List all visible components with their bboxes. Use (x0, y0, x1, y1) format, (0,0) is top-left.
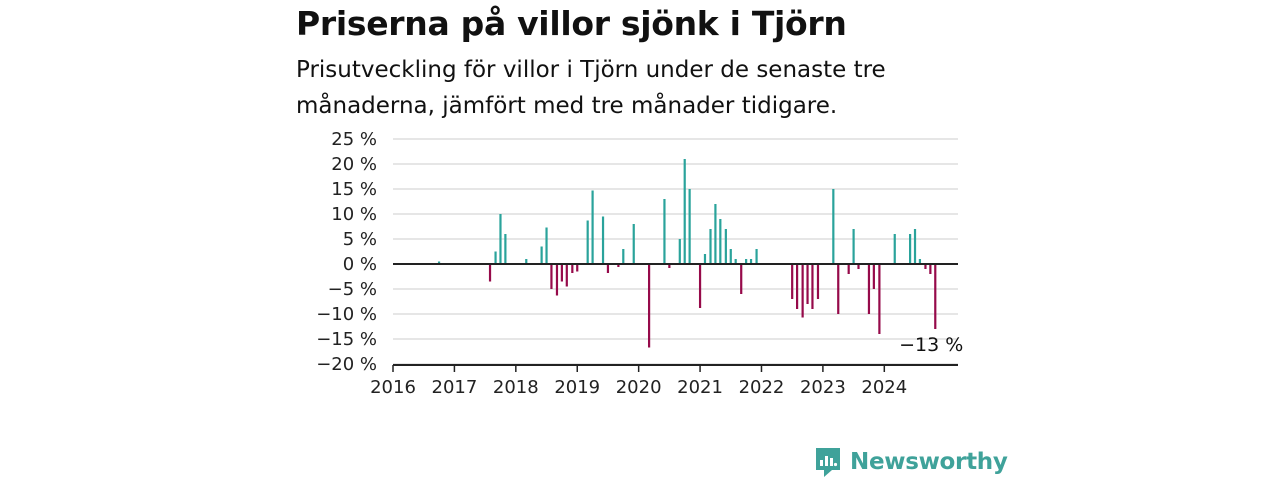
bar (606, 264, 610, 273)
bar (683, 159, 686, 264)
bars (437, 159, 937, 348)
bar (918, 259, 922, 264)
y-tick-label: 0 % (343, 254, 377, 275)
y-axis-ticks: 25 % 20 % 15 % 10 % 5 % 0 % −5 % −10 % −15 % −20 … (316, 129, 377, 375)
bar (924, 264, 927, 269)
bar (729, 249, 732, 264)
bar (678, 239, 681, 264)
bar (488, 264, 492, 282)
bar (801, 264, 804, 318)
last-value-label: −13 % (899, 334, 963, 356)
bar (504, 234, 507, 264)
bar (525, 259, 528, 264)
bar (550, 264, 553, 289)
grid-lines (393, 138, 958, 365)
bar (734, 259, 737, 264)
y-tick-label: 5 % (343, 229, 377, 250)
bar (571, 264, 574, 273)
x-tick-label: 2024 (861, 377, 907, 398)
x-tick-label: 2018 (493, 377, 539, 398)
bar (795, 264, 799, 309)
bar (576, 264, 579, 272)
bar (857, 264, 860, 269)
y-tick-label: 25 % (331, 129, 377, 150)
bar (668, 264, 671, 268)
y-tick-label: −15 % (316, 329, 377, 350)
bar (811, 264, 814, 309)
bar (494, 251, 497, 264)
bar (565, 264, 568, 287)
bar (816, 264, 820, 299)
bar (555, 264, 559, 296)
newsworthy-logo-icon (816, 448, 840, 477)
bar (591, 190, 594, 264)
bar (934, 264, 937, 329)
bar (847, 264, 850, 274)
bar (745, 259, 748, 264)
x-tick-label: 2023 (800, 377, 846, 398)
bar (698, 264, 702, 308)
bar (709, 229, 712, 264)
y-tick-label: −10 % (316, 304, 377, 325)
bar (878, 264, 881, 334)
bar (755, 249, 758, 264)
bar (908, 234, 912, 264)
chart-subtitle: Prisutveckling för villor i Tjörn under … (296, 57, 886, 119)
bar (791, 264, 794, 299)
x-tick-label: 2017 (432, 377, 478, 398)
bar (893, 234, 896, 264)
bar (663, 199, 666, 264)
bar (832, 189, 835, 264)
bar (437, 261, 441, 264)
x-tick-label: 2021 (677, 377, 723, 398)
chart-card: Priserna på villor sjönk i Tjörn Prisutv… (296, 0, 996, 480)
bar (724, 229, 727, 264)
bar (647, 264, 651, 348)
bar (714, 204, 717, 264)
bar (632, 224, 635, 264)
newsworthy-brand[interactable]: Newsworthy (814, 446, 1008, 478)
y-tick-label: 10 % (331, 204, 377, 225)
bar (740, 264, 743, 294)
y-tick-label: 20 % (331, 154, 377, 175)
bar (719, 219, 722, 264)
bar (929, 264, 932, 274)
bar (913, 229, 917, 264)
bar (540, 246, 543, 264)
y-tick-label: 15 % (331, 179, 377, 200)
bar (545, 227, 548, 264)
bar (560, 264, 563, 282)
bar (837, 264, 840, 314)
bar (806, 264, 809, 304)
brand-name: Newsworthy (850, 449, 1008, 475)
bar (749, 259, 753, 264)
bar (617, 264, 620, 267)
x-tick-label: 2016 (370, 377, 416, 398)
chart-title: Priserna på villor sjönk i Tjörn (296, 4, 847, 43)
x-axis: 2016 2017 2018 2019 2020 2021 2022 2023 2024 (370, 364, 958, 398)
bar (703, 254, 707, 264)
bar (852, 229, 855, 264)
x-tick-label: 2022 (739, 377, 785, 398)
bar (867, 264, 871, 314)
bar (499, 214, 502, 264)
annotations: −13 % (899, 334, 963, 356)
bar (601, 216, 605, 264)
x-tick-label: 2020 (616, 377, 662, 398)
bar (872, 264, 875, 289)
y-tick-label: −20 % (316, 354, 377, 375)
bar (688, 189, 691, 264)
bar (586, 220, 589, 264)
bar (622, 249, 625, 264)
y-tick-label: −5 % (328, 279, 377, 300)
x-tick-label: 2019 (554, 377, 600, 398)
